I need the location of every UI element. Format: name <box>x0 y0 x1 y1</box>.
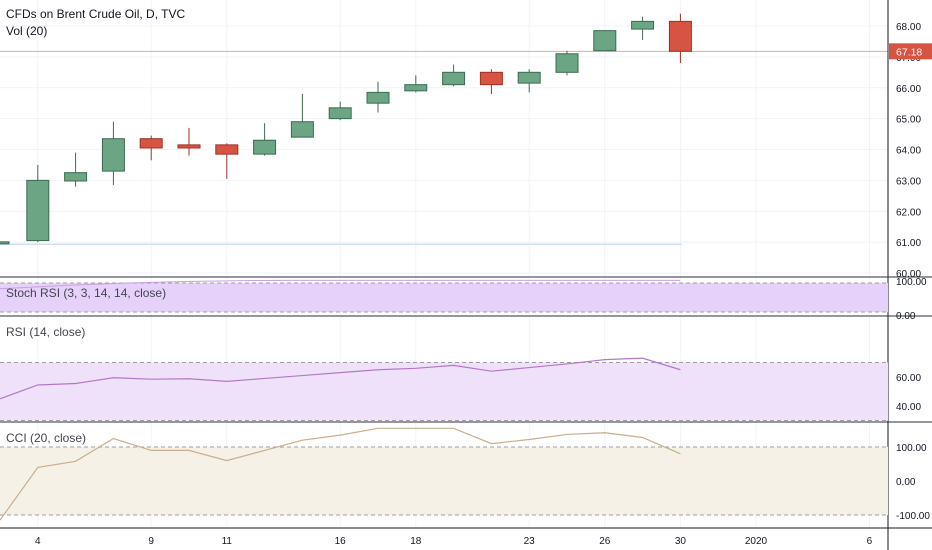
candle-body <box>328 107 352 120</box>
cci-tick-label: 100.00 <box>896 443 927 454</box>
price-tick-label: 60.00 <box>896 269 921 280</box>
candle-body <box>64 172 88 182</box>
stoch-band <box>0 283 888 312</box>
rsi-band <box>0 362 888 421</box>
time-tick-label: 16 <box>335 536 347 547</box>
stoch-rsi-label[interactable]: Stoch RSI (3, 3, 14, 14, close) <box>6 286 167 300</box>
price-tick-label: 66.00 <box>896 84 921 95</box>
price-tick-label: 68.00 <box>896 22 921 33</box>
volume-legend[interactable]: Vol (20) <box>6 24 48 38</box>
candle-body <box>555 53 579 73</box>
candle-body <box>442 71 466 86</box>
candle-body <box>631 20 655 30</box>
candle-body <box>517 71 541 84</box>
candle-body <box>139 138 163 149</box>
price-tick-label: 65.00 <box>896 115 921 126</box>
stoch-k-line <box>0 279 680 290</box>
rsi-line <box>0 357 681 400</box>
time-tick-label: 26 <box>599 536 611 547</box>
price-tick-label: 64.00 <box>896 146 921 157</box>
candle-body <box>26 179 50 242</box>
cci-tick-label: -100.00 <box>896 511 930 522</box>
time-tick-label: 30 <box>675 536 687 547</box>
candle-body <box>215 144 239 155</box>
cci-label[interactable]: CCI (20, close) <box>6 431 87 445</box>
chart-title[interactable]: CFDs on Brent Crude Oil, D, TVC <box>6 7 186 21</box>
candle-body <box>668 20 692 52</box>
candle-body <box>593 30 617 52</box>
cci-band <box>0 447 888 515</box>
current-price-badge <box>889 43 932 60</box>
time-tick-label: 23 <box>524 536 536 547</box>
time-tick-label: 2020 <box>745 536 768 547</box>
rsi-label[interactable]: RSI (14, close) <box>6 325 86 339</box>
candle-body <box>253 139 277 155</box>
time-tick-label: 6 <box>867 536 873 547</box>
time-tick-label: 9 <box>148 536 154 547</box>
price-tick-label: 62.00 <box>896 207 921 218</box>
rsi-tick-label: 60.00 <box>896 373 921 384</box>
candle-body <box>404 84 428 92</box>
price-tick-label: 61.00 <box>896 238 921 249</box>
current-price-label: 67.18 <box>896 46 922 58</box>
candle-body <box>479 71 503 86</box>
candle-body <box>0 241 10 245</box>
candle-body <box>101 138 125 172</box>
candle-body <box>290 121 314 138</box>
time-tick-label: 11 <box>222 536 233 547</box>
cci-tick-label: 0.00 <box>896 477 916 488</box>
candle-body <box>177 144 201 149</box>
stoch-tick-label: 0.00 <box>896 311 916 322</box>
price-tick-label: 63.00 <box>896 176 921 187</box>
stoch-tick-label: 100.00 <box>896 277 927 288</box>
cci-line <box>0 427 681 521</box>
rsi-tick-label: 40.00 <box>896 402 921 413</box>
time-tick-label: 18 <box>410 536 422 547</box>
candle-body <box>366 91 390 104</box>
time-tick-label: 4 <box>35 536 41 547</box>
